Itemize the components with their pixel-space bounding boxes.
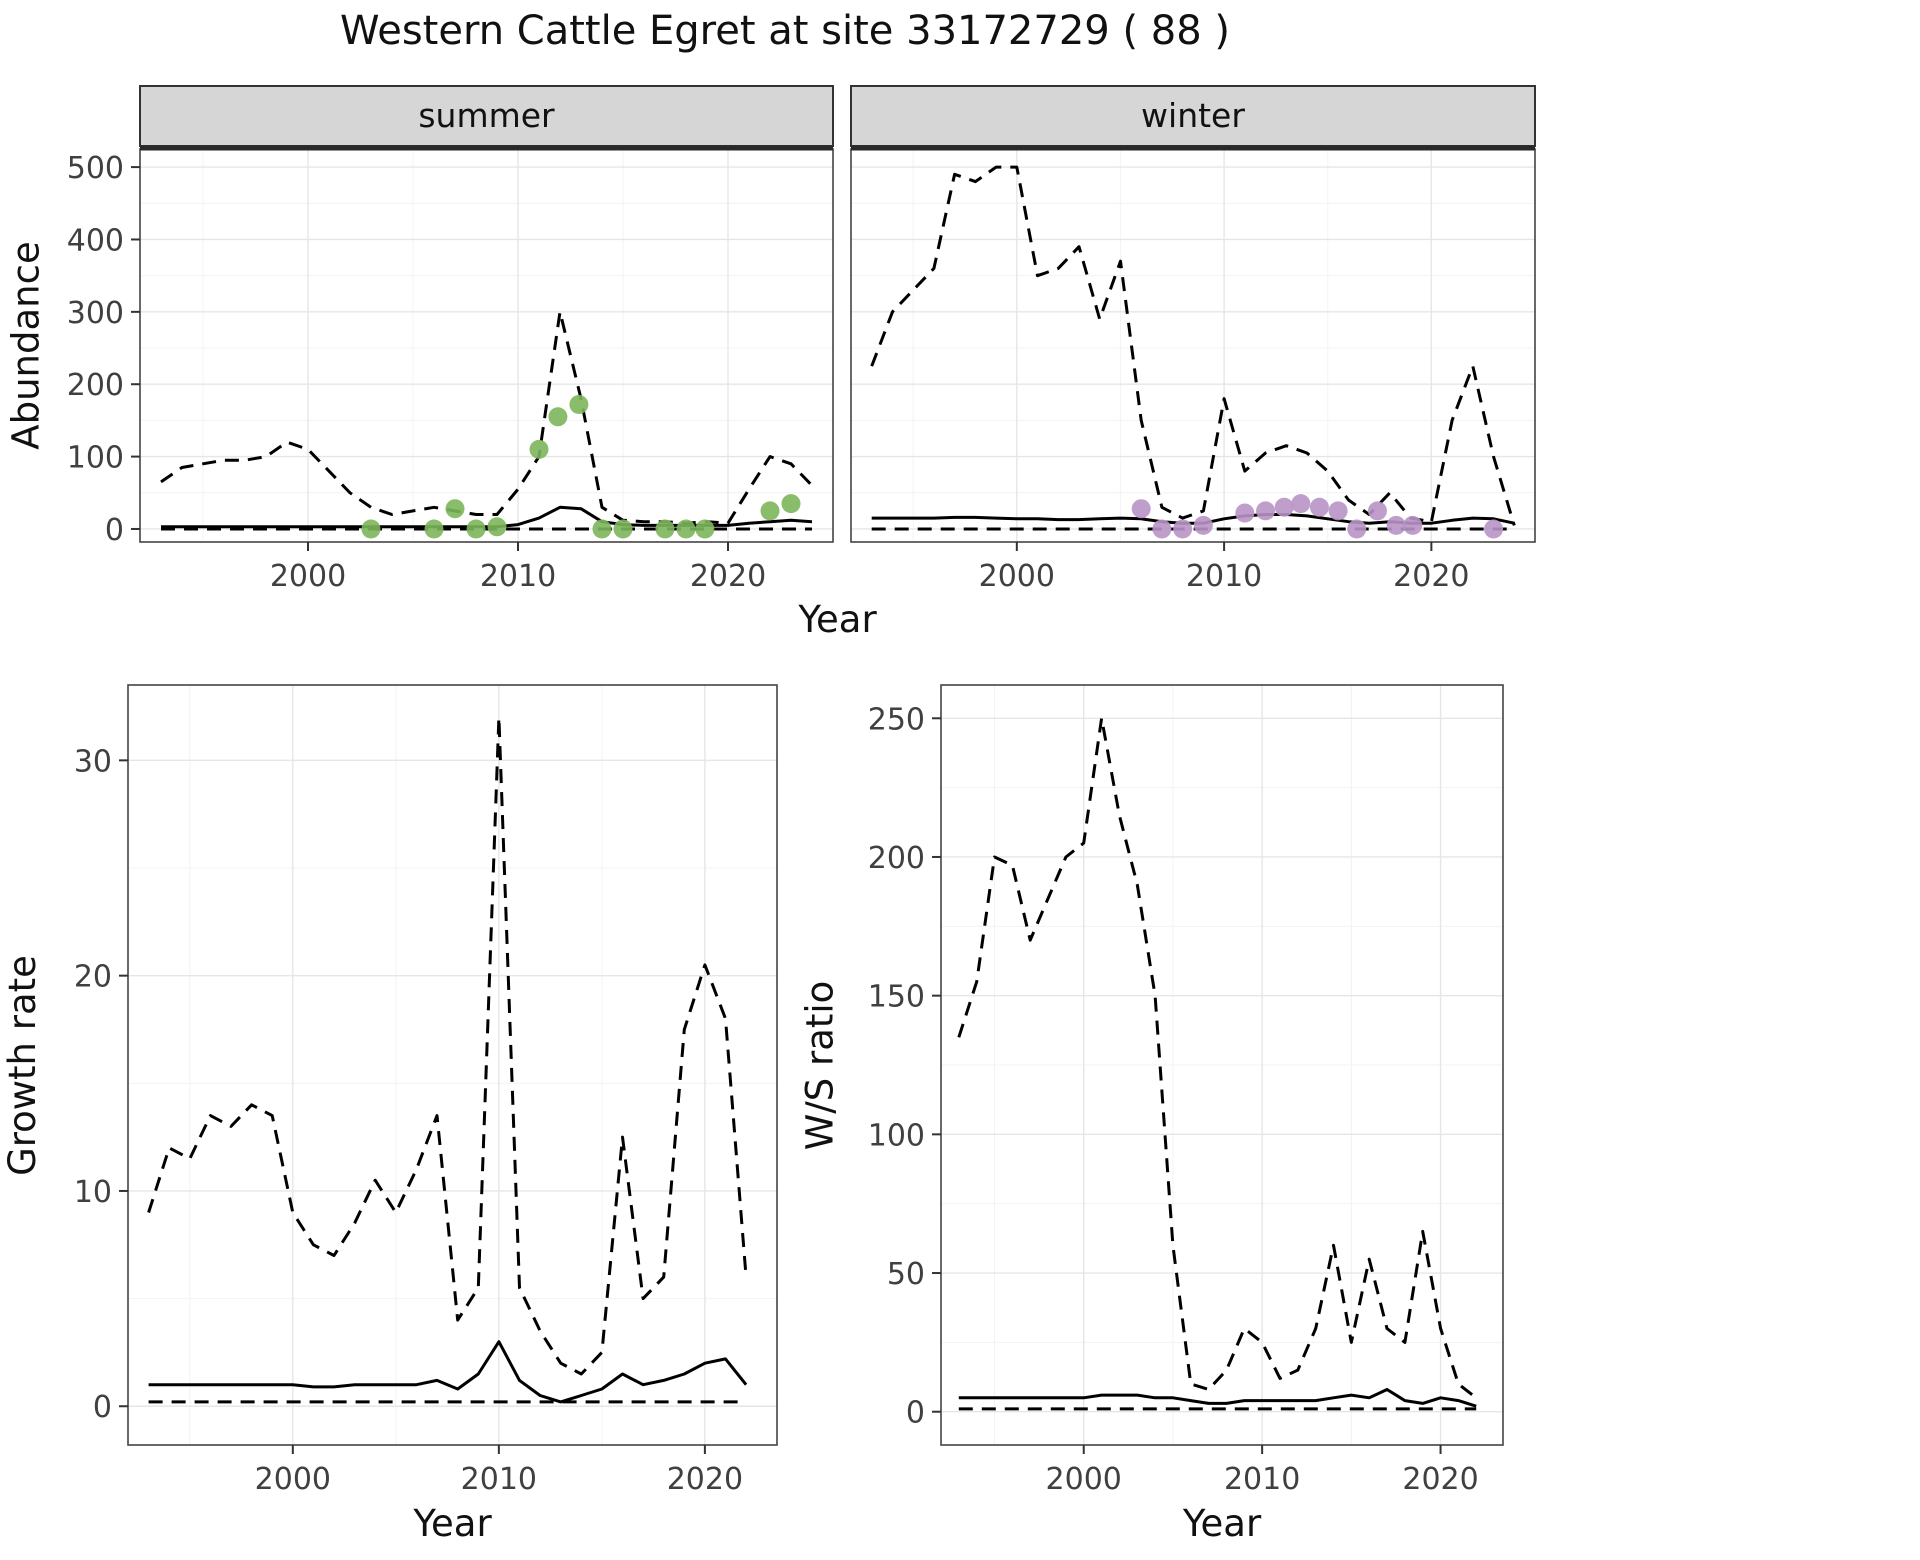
- growth-rate-axis-title-text: Growth rate: [0, 954, 44, 1176]
- svg-text:2020: 2020: [1393, 559, 1469, 594]
- summer-abundance-panel: 2000 2010 2020 0 100 200 300 400 500 summer: [67, 85, 834, 594]
- svg-text:20: 20: [74, 960, 112, 995]
- svg-text:2000: 2000: [979, 559, 1055, 594]
- abundance-axis-title-text: Abundance: [4, 241, 48, 450]
- ws-ratio-panel: 2000 2010 2020 0 50 100 150 200 250: [868, 684, 1504, 1497]
- svg-text:2020: 2020: [690, 559, 766, 594]
- ws-x-axis-title-text: Year: [1182, 1502, 1262, 1545]
- ws-x-axis-title: Year: [941, 1502, 1503, 1545]
- growth-rate-axis-title: Growth rate: [0, 685, 44, 1445]
- svg-text:30: 30: [74, 744, 112, 779]
- ws-ratio-axis-title: W/S ratio: [798, 685, 842, 1445]
- figure-title: Western Cattle Egret at site 33172729 ( …: [340, 8, 1230, 54]
- svg-text:10: 10: [74, 1175, 112, 1210]
- svg-text:0: 0: [906, 1396, 925, 1431]
- svg-text:2000: 2000: [270, 559, 346, 594]
- svg-text:200: 200: [67, 368, 124, 403]
- svg-text:2010: 2010: [1224, 1462, 1300, 1497]
- svg-text:2020: 2020: [1402, 1462, 1478, 1497]
- svg-text:100: 100: [67, 441, 124, 476]
- svg-text:250: 250: [868, 702, 925, 737]
- top-x-axis-title-text: Year: [798, 598, 877, 641]
- growth-rate-panel: 2000 2010 2020 0 10 20 30: [74, 684, 778, 1497]
- svg-text:2000: 2000: [1046, 1462, 1122, 1497]
- svg-text:0: 0: [93, 1390, 112, 1425]
- svg-text:winter: winter: [1141, 96, 1245, 135]
- top-x-axis-title: Year: [140, 598, 1535, 641]
- winter-abundance-panel: 2000 2010 2020 winter: [850, 85, 1536, 594]
- svg-text:summer: summer: [418, 96, 555, 135]
- svg-text:0: 0: [105, 513, 124, 548]
- svg-text:400: 400: [67, 223, 124, 258]
- svg-text:200: 200: [868, 841, 925, 876]
- svg-text:500: 500: [67, 151, 124, 186]
- ws-ratio-axis-title-text: W/S ratio: [798, 980, 842, 1150]
- growth-x-axis-title: Year: [128, 1502, 777, 1545]
- svg-text:2020: 2020: [667, 1462, 743, 1497]
- svg-text:2010: 2010: [1186, 559, 1262, 594]
- svg-text:2000: 2000: [255, 1462, 331, 1497]
- svg-text:50: 50: [887, 1257, 925, 1292]
- svg-text:100: 100: [868, 1118, 925, 1153]
- growth-x-axis-title-text: Year: [413, 1502, 492, 1545]
- svg-text:2010: 2010: [480, 559, 556, 594]
- abundance-axis-title: Abundance: [2, 149, 50, 542]
- svg-text:150: 150: [868, 980, 925, 1015]
- svg-text:300: 300: [67, 296, 124, 331]
- svg-text:2010: 2010: [461, 1462, 537, 1497]
